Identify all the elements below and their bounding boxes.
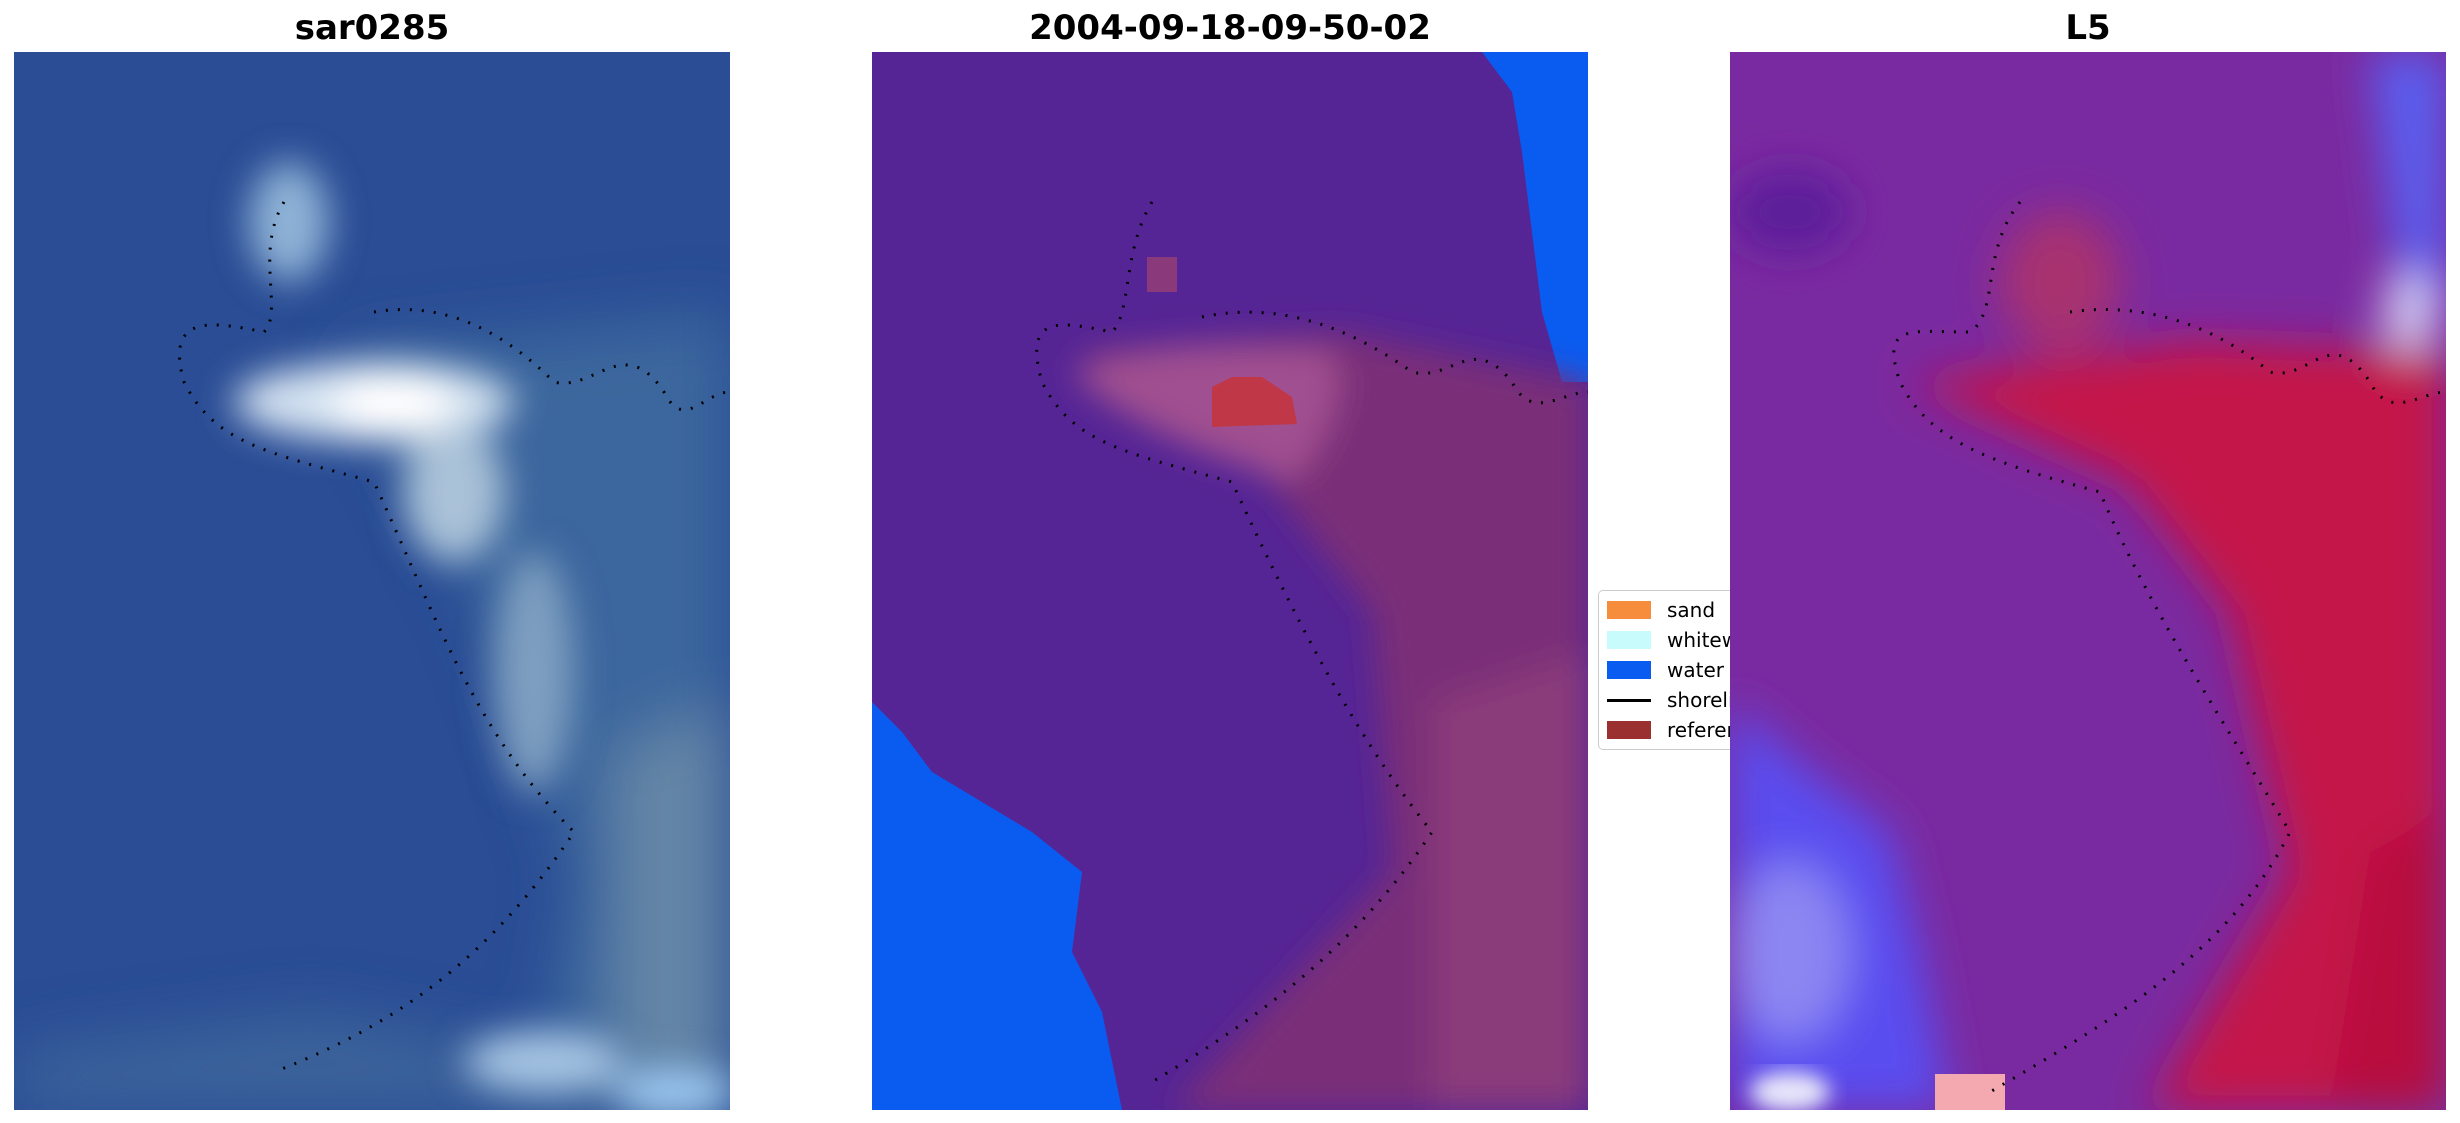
water-region-ne (1482, 52, 1588, 382)
water-region-sw (872, 702, 1122, 1110)
reference-swatch (1607, 721, 1651, 739)
shoreline-swatch (1607, 698, 1651, 702)
rgb-image-panel (14, 52, 730, 1110)
rgb-image (14, 52, 730, 1110)
classification-panel (872, 52, 1588, 1110)
water-swatch (1607, 661, 1651, 679)
l5-image (1730, 52, 2446, 1110)
reference-region (1212, 377, 1297, 427)
l5-panel (1730, 52, 2446, 1110)
classification-image (872, 52, 1588, 1110)
legend-item-shoreline: shoreline (1607, 687, 1730, 713)
sand-swatch (1607, 601, 1651, 619)
legend-item-sand: sand (1607, 597, 1715, 623)
legend-item-reference: reference (1607, 717, 1730, 743)
panel-title-classification: 2004-09-18-09-50-02 (1029, 8, 1431, 48)
panel-title-l5: L5 (2065, 8, 2111, 48)
pink-cell (1935, 1074, 2005, 1110)
whitewater-swatch (1607, 631, 1651, 649)
legend-item-water: water (1607, 657, 1724, 683)
panel-title-rgb: sar0285 (294, 8, 450, 48)
